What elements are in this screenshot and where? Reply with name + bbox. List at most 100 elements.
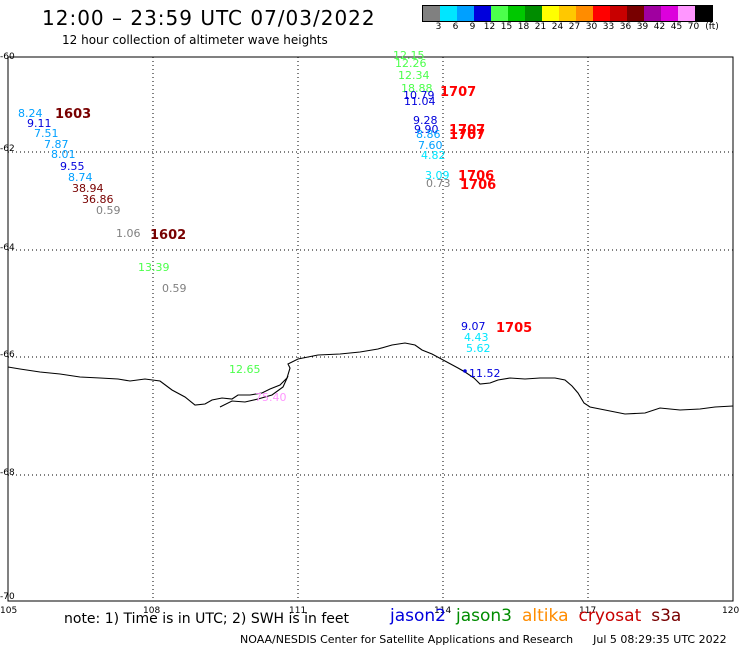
satellite-name: cryosat [578,606,642,626]
wave-height-label: 7.51 [34,127,59,140]
longitude-tick-label: 108 [143,606,160,616]
color-scale-tick: 33 [602,22,615,32]
wave-height-label: 7.87 [44,138,69,151]
color-swatch [593,6,610,21]
wave-height-label: 36.86 [82,193,114,206]
observation-time-label: 1707 [449,128,485,143]
wave-height-label: 12.15 [393,49,425,62]
wave-height-label: 11.04 [404,95,436,108]
observation-time-label: 1602 [150,228,186,243]
credit-line: NOAA/NESDIS Center for Satellite Applica… [240,633,727,646]
color-scale-tick: 45 [670,22,683,32]
color-scale-tick: 30 [585,22,598,32]
wave-height-label: 12.26 [395,57,427,70]
color-swatch [508,6,525,21]
satellite-name: s3a [651,606,682,626]
wave-height-label: 13.39 [138,261,170,274]
observation-time-label: 1706 [460,178,496,193]
map-frame [7,56,734,602]
color-swatch [695,6,712,21]
satellite-name: jason2 [390,606,446,626]
color-scale-tick: 36 [619,22,632,32]
color-swatch [559,6,576,21]
color-swatch [661,6,678,21]
latitude-tick-label: -70 [0,592,15,602]
wave-height-label: 3.09 [425,169,450,182]
graticule [8,57,733,601]
observation-time-label: 1706 [458,169,494,184]
color-scale-tick: 12 [483,22,496,32]
wave-height-label: 7.60 [418,139,443,152]
page-title: 12:00 – 23:59 UTC 07/03/2022 [42,6,376,30]
wave-height-label: 9.90 [414,123,439,136]
color-swatch [423,6,440,21]
wave-height-values: 12.1512.2612.3418.8810.7911.049.289.908.… [18,49,501,404]
color-swatch [542,6,559,21]
observation-time-label: 1603 [55,107,91,122]
color-scale-tick: 39 [636,22,649,32]
color-scale-bar [422,5,713,22]
wave-height-label: 0.59 [162,282,187,295]
wave-height-label: 9.07 [461,320,486,333]
color-swatch [576,6,593,21]
color-swatch [644,6,661,21]
wave-height-label: 4.82 [421,149,446,162]
footnote: note: 1) Time is in UTC; 2) SWH is in fe… [64,611,350,627]
wave-height-label: 75.40 [255,391,287,404]
wave-height-label: 9.11 [27,117,52,130]
color-scale-tick: 70 [687,22,700,32]
wave-height-label: 0.73 [426,177,451,190]
observation-time-label: 1707 [449,123,485,138]
wave-height-label: 8.24 [18,107,43,120]
color-scale-tick: 18 [517,22,530,32]
color-scale-tick: 3 [435,22,442,32]
coastline [7,342,734,415]
latitude-tick-label: -62 [0,144,15,154]
wave-height-label: 8.74 [68,171,93,184]
wave-height-label: 18.88 [401,82,433,95]
color-scale-tick: 9 [469,22,476,32]
page-subtitle: 12 hour collection of altimeter wave hei… [62,33,328,47]
color-swatch [678,6,695,21]
longitude-tick-label: 117 [579,606,596,616]
observation-time-label: 1705 [496,321,532,336]
color-swatch [457,6,474,21]
color-swatch [525,6,542,21]
wave-height-label: 4.43 [464,331,489,344]
satellite-legend: jason2 jason3 altika cryosat s3a [390,606,691,626]
axis-tick-labels: 105 108 111 114 117 120 -60 -62 -64 -66 -68 -70 [0,52,739,616]
color-swatch [627,6,644,21]
wave-height-label: 1.06 [116,227,141,240]
wave-height-label: 5.62 [466,342,491,355]
latitude-tick-label: -68 [0,468,15,478]
color-scale-tick: 24 [551,22,564,32]
wave-height-label: 12.65 [229,363,261,376]
color-scale-tick: 21 [534,22,547,32]
color-scale-labels: 3 6 9 12 15 18 21 24 27 30 33 36 39 42 45 70 (ft) [422,22,740,34]
wave-height-label: 8.86 [416,128,441,141]
color-scale-tick: 6 [452,22,459,32]
color-swatch [491,6,508,21]
latitude-tick-label: -66 [0,350,15,360]
latitude-tick-label: -60 [0,52,15,62]
wave-height-label: 9.28 [413,114,438,127]
color-swatch [474,6,491,21]
longitude-tick-label: 120 [722,606,739,616]
color-scale-tick: 42 [653,22,666,32]
wave-height-label: 38.94 [72,182,104,195]
observation-point [463,369,467,373]
color-swatch [440,6,457,21]
wave-height-label: 10.79 [403,89,435,102]
satellite-name: altika [522,606,569,626]
observation-time-label: 1707 [440,85,476,100]
coastline-inlet [219,375,289,408]
wave-height-label: 9.55 [60,160,85,173]
latitude-tick-label: -64 [0,243,15,253]
longitude-tick-label: 111 [289,606,306,616]
color-scale-unit: (ft) [705,22,719,32]
credit-text: NOAA/NESDIS Center for Satellite Applica… [240,633,574,646]
satellite-name: jason3 [456,606,512,626]
generated-timestamp: Jul 5 08:29:35 UTC 2022 [593,633,727,646]
longitude-tick-label: 105 [0,606,17,616]
